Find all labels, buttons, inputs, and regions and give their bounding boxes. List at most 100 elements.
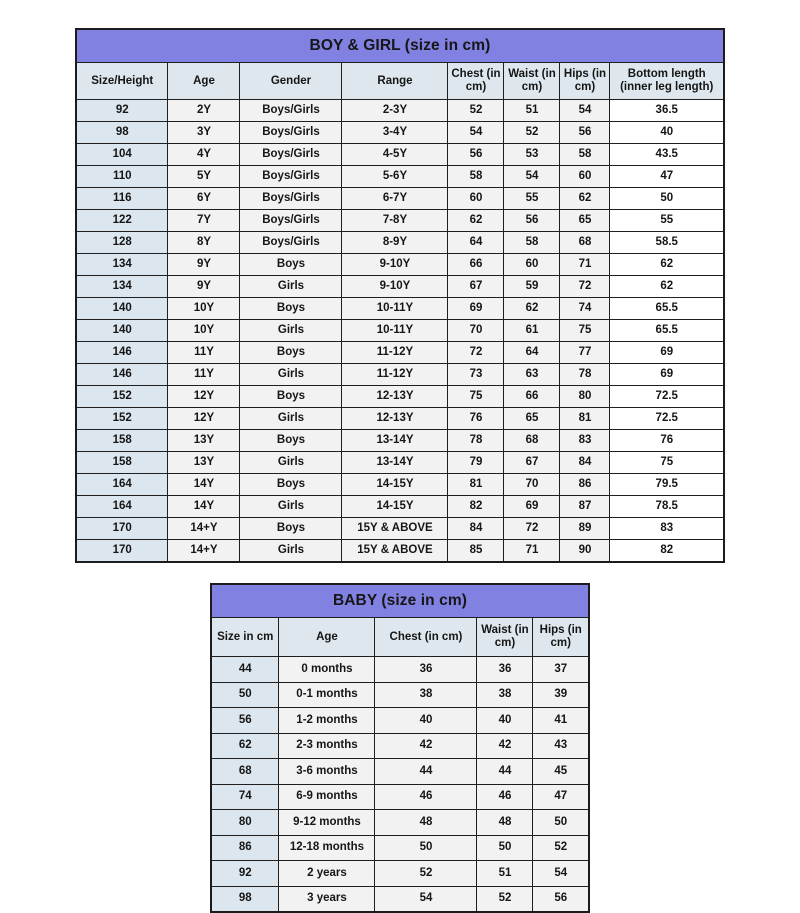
table-cell: 52 [476, 885, 534, 913]
table-row: 98 3Y Boys/Girls 3-4Y 54 52 56 40 [75, 121, 725, 144]
baby-column-header: Chest (in cm) [374, 617, 478, 657]
table-row: 140 10Y Boys 10-11Y 69 62 74 65.5 [75, 297, 725, 320]
table-cell: 72 [447, 341, 505, 364]
table-cell: 56 [532, 885, 590, 913]
table-cell: 48 [374, 809, 478, 836]
table-cell: 8Y [167, 231, 241, 254]
table-cell: 39 [532, 681, 590, 708]
table-cell: 79.5 [609, 473, 725, 496]
table-cell: 50 [532, 809, 590, 836]
table-cell: 84 [559, 451, 611, 474]
table-cell: 69 [503, 495, 561, 518]
table-cell: 15Y & ABOVE [341, 539, 449, 563]
table-row: 74 6-9 months 46 46 47 [210, 783, 590, 810]
table-cell: 4Y [167, 143, 241, 166]
table-cell: 4-5Y [341, 143, 449, 166]
table-cell: 3-6 months [278, 758, 376, 785]
table-cell: 12Y [167, 407, 241, 430]
table-cell: 2-3Y [341, 99, 449, 122]
table-cell: 58 [503, 231, 561, 254]
table-cell: 65 [559, 209, 611, 232]
table-cell: Girls [239, 451, 343, 474]
table-cell: 14+Y [167, 539, 241, 563]
table-cell: 53 [503, 143, 561, 166]
table-cell: 5-6Y [341, 165, 449, 188]
table-cell: 54 [532, 860, 590, 887]
table-cell: 64 [447, 231, 505, 254]
table-cell: 74 [559, 297, 611, 320]
table-cell: 52 [503, 121, 561, 144]
table-cell: 158 [75, 429, 169, 452]
table-cell: 74 [210, 783, 280, 810]
table-cell: 7-8Y [341, 209, 449, 232]
table-row: 140 10Y Girls 10-11Y 70 61 75 65.5 [75, 319, 725, 342]
baby-column-header: Size in cm [210, 617, 280, 657]
table-cell: 56 [210, 707, 280, 734]
table-cell: 40 [609, 121, 725, 144]
table-cell: 44 [374, 758, 478, 785]
table-cell: Boys/Girls [239, 165, 343, 188]
table-cell: 10-11Y [341, 297, 449, 320]
baby-column-header: Hips (in cm) [532, 617, 590, 657]
table-cell: 87 [559, 495, 611, 518]
table-cell: Girls [239, 363, 343, 386]
table-cell: 37 [532, 656, 590, 683]
table-cell: 170 [75, 517, 169, 540]
baby-table-title: BABY (size in cm) [210, 583, 590, 618]
table-cell: 69 [447, 297, 505, 320]
table-cell: 152 [75, 407, 169, 430]
table-row: 98 3 years 54 52 56 [210, 885, 590, 913]
table-row: 116 6Y Boys/Girls 6-7Y 60 55 62 50 [75, 187, 725, 210]
table-cell: 80 [210, 809, 280, 836]
table-row: 146 11Y Girls 11-12Y 73 63 78 69 [75, 363, 725, 386]
table-cell: 83 [609, 517, 725, 540]
table-row: 152 12Y Boys 12-13Y 75 66 80 72.5 [75, 385, 725, 408]
table-cell: 58.5 [609, 231, 725, 254]
table-cell: 68 [210, 758, 280, 785]
table-cell: 83 [559, 429, 611, 452]
table-cell: 122 [75, 209, 169, 232]
table-cell: 90 [559, 539, 611, 563]
table-cell: 38 [374, 681, 478, 708]
table-cell: 65 [503, 407, 561, 430]
table-cell: Boys [239, 341, 343, 364]
baby-column-header: Waist (in cm) [476, 617, 534, 657]
table-cell: 66 [447, 253, 505, 276]
table-cell: 52 [532, 834, 590, 861]
table-cell: 9-10Y [341, 275, 449, 298]
table-cell: 85 [447, 539, 505, 563]
table-cell: Boys/Girls [239, 143, 343, 166]
boy-girl-size-table: BOY & GIRL (size in cm) Size/Height Age Ge… [74, 28, 725, 563]
table-cell: 70 [447, 319, 505, 342]
table-cell: Girls [239, 539, 343, 563]
table-cell: 46 [374, 783, 478, 810]
table-cell: 12-13Y [341, 385, 449, 408]
table-cell: Girls [239, 495, 343, 518]
table-cell: 78 [559, 363, 611, 386]
table-cell: Boys/Girls [239, 231, 343, 254]
table-cell: 47 [532, 783, 590, 810]
table-row: 92 2 years 52 51 54 [210, 860, 590, 887]
table-cell: Boys/Girls [239, 187, 343, 210]
table-cell: 54 [503, 165, 561, 188]
table-row: 44 0 months 36 36 37 [210, 656, 590, 683]
table-cell: 55 [503, 187, 561, 210]
table-cell: 10-11Y [341, 319, 449, 342]
table-row: 158 13Y Boys 13-14Y 78 68 83 76 [75, 429, 725, 452]
table-row: 158 13Y Girls 13-14Y 79 67 84 75 [75, 451, 725, 474]
table-cell: 56 [503, 209, 561, 232]
table-cell: 71 [559, 253, 611, 276]
table-cell: 52 [447, 99, 505, 122]
table-row: 50 0-1 months 38 38 39 [210, 681, 590, 708]
table-cell: 6-7Y [341, 187, 449, 210]
table-cell: 79 [447, 451, 505, 474]
table-row: 122 7Y Boys/Girls 7-8Y 62 56 65 55 [75, 209, 725, 232]
table-cell: 116 [75, 187, 169, 210]
table-cell: 58 [447, 165, 505, 188]
table-cell: 58 [559, 143, 611, 166]
table-cell: 54 [447, 121, 505, 144]
table-cell: 7Y [167, 209, 241, 232]
table-cell: 76 [447, 407, 505, 430]
boy-girl-column-header: Waist (in cm) [503, 62, 561, 100]
table-row: 104 4Y Boys/Girls 4-5Y 56 53 58 43.5 [75, 143, 725, 166]
